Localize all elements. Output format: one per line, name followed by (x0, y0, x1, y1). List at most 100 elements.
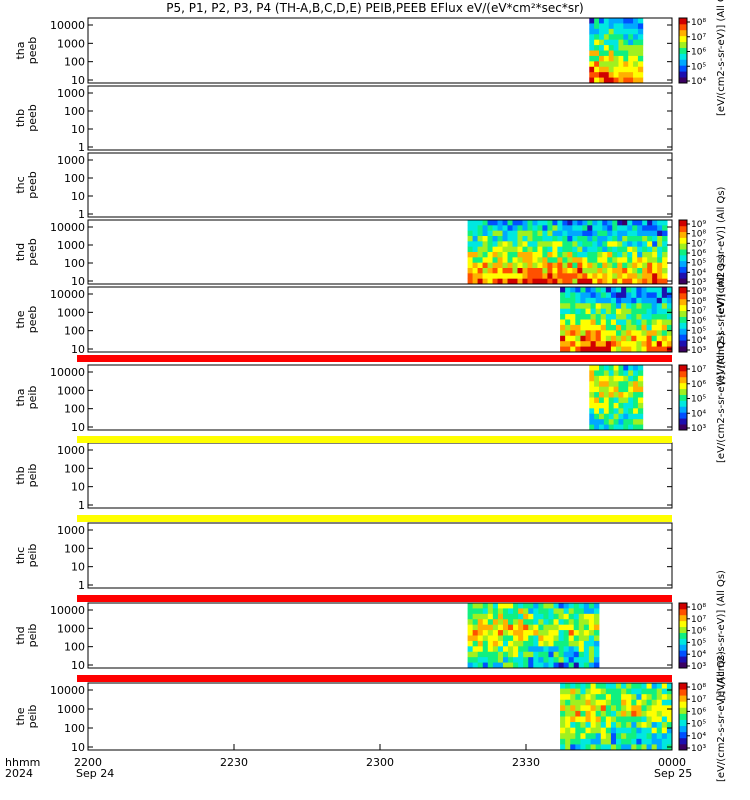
spectrogram-cell (548, 608, 554, 615)
y-axis-label: peib (26, 705, 39, 729)
spectrogram-cell (590, 683, 597, 689)
spectrogram-cell (607, 252, 613, 258)
spectrogram-cell (600, 287, 607, 293)
spectrogram-cell (537, 225, 543, 232)
spectrogram-cell (575, 330, 581, 337)
spectrogram-cell (588, 603, 595, 609)
spectrogram-cell (633, 61, 639, 68)
spectrogram-cell (582, 273, 588, 280)
spectrogram-cell (594, 370, 600, 377)
spectrogram-cell (589, 402, 595, 409)
spectrogram-cell (577, 252, 583, 258)
spectrogram-cell (599, 386, 605, 393)
colorbar-tick-label: 10⁴ (691, 77, 706, 87)
spectrogram-cell (477, 262, 483, 269)
spectrogram-cell (538, 603, 544, 609)
spectrogram-cell (641, 683, 647, 689)
spectrogram-cell (646, 297, 653, 304)
spectrogram-cell (608, 381, 614, 388)
spectrogram-cell (580, 699, 586, 706)
spectrogram-cell (563, 651, 570, 658)
spectrogram-cell (610, 335, 617, 342)
colorbar-label: [eV/(cm2-s-sr-eV)] (All Qs) (716, 332, 727, 463)
colorbar-swatch (679, 707, 687, 714)
spectrogram-cell (522, 268, 528, 274)
spectrogram-cell (617, 268, 623, 274)
spectrogram-cell (594, 402, 600, 409)
spectrogram-cell (532, 236, 538, 242)
spectrogram-cell (513, 657, 519, 663)
spectrogram-cell (633, 23, 639, 30)
spectrogram-cell (558, 603, 565, 609)
colorbar-tick-label: 10⁸ (691, 230, 706, 240)
spectrogram-cell (577, 225, 583, 232)
colorbar-swatch (679, 225, 687, 233)
spectrogram-cell (628, 18, 634, 24)
spectrogram-cell (616, 346, 622, 353)
spectrogram-cell (507, 241, 513, 248)
colorbar-tick-label: 10⁸ (691, 18, 706, 28)
spectrogram-cell (613, 18, 619, 24)
spectrogram-cell (570, 705, 576, 712)
spectrogram-cell (543, 662, 549, 669)
spectrogram-cell (585, 688, 591, 695)
spectrogram-cell (621, 744, 627, 751)
spectrogram-cell (613, 419, 619, 425)
spectrogram-cell (557, 241, 563, 248)
spectrogram-cell (628, 419, 634, 425)
spectrogram-cell (597, 252, 603, 258)
spectrogram-cell (607, 278, 613, 285)
spectrogram-cell (657, 262, 663, 269)
spectrogram-cell (595, 694, 602, 701)
spectrogram-cell (568, 640, 575, 647)
spectrogram-cell (600, 744, 607, 751)
spectrogram-cell (578, 613, 585, 620)
spectrogram-cell (616, 314, 622, 320)
spectrogram-cell (582, 236, 588, 242)
spectrogram-cell (592, 246, 598, 253)
spectrogram-cell (637, 273, 643, 280)
spectrogram-cell (641, 705, 647, 712)
spectrogram-cell (467, 603, 474, 609)
spectrogram-cell (613, 61, 619, 68)
spectrogram-cell (567, 220, 573, 226)
spectrogram-cell (523, 613, 529, 620)
spectrogram-cell (662, 268, 668, 274)
spectrogram-cell (492, 241, 498, 248)
spectrogram-cell (597, 268, 603, 274)
spectrogram-cell (657, 246, 663, 253)
spectrogram-cell (497, 646, 504, 653)
colorbar-swatch (679, 683, 687, 690)
spectrogram-cell (497, 624, 504, 631)
spectrogram-cell (599, 55, 605, 62)
spectrogram-cell (497, 230, 503, 237)
spectrogram-cell (637, 61, 644, 68)
spectrogram-cell (537, 262, 543, 269)
spectrogram-cell (608, 402, 614, 409)
panel-frame (87, 85, 673, 151)
spectrogram-cell (595, 314, 602, 320)
colorbar-swatch (679, 656, 687, 663)
colorbar-tick-label: 10⁸ (691, 297, 706, 307)
spectrogram-cell (618, 370, 624, 377)
spectrogram-cell (502, 268, 508, 274)
spectrogram-cell (628, 402, 634, 409)
spectrogram-cell (607, 268, 613, 274)
spectrogram-cell (582, 252, 588, 258)
spectrogram-cell (497, 278, 503, 285)
colorbar-swatch (679, 322, 687, 329)
spectrogram-cell (623, 50, 629, 57)
spectrogram-cell (628, 365, 634, 371)
spectrogram-cell (612, 252, 618, 258)
spectrogram-cell (594, 34, 600, 41)
spectrogram-cell (637, 413, 644, 420)
spectrogram-cell (585, 694, 591, 701)
spectrogram-cell (477, 619, 484, 626)
spectrogram-cell (585, 705, 591, 712)
spectrogram-cell (594, 375, 600, 382)
spectrogram-cell (613, 397, 619, 404)
spectrogram-cell (626, 346, 632, 353)
spectrogram-cell (477, 225, 483, 232)
spectrogram-cell (651, 314, 658, 320)
